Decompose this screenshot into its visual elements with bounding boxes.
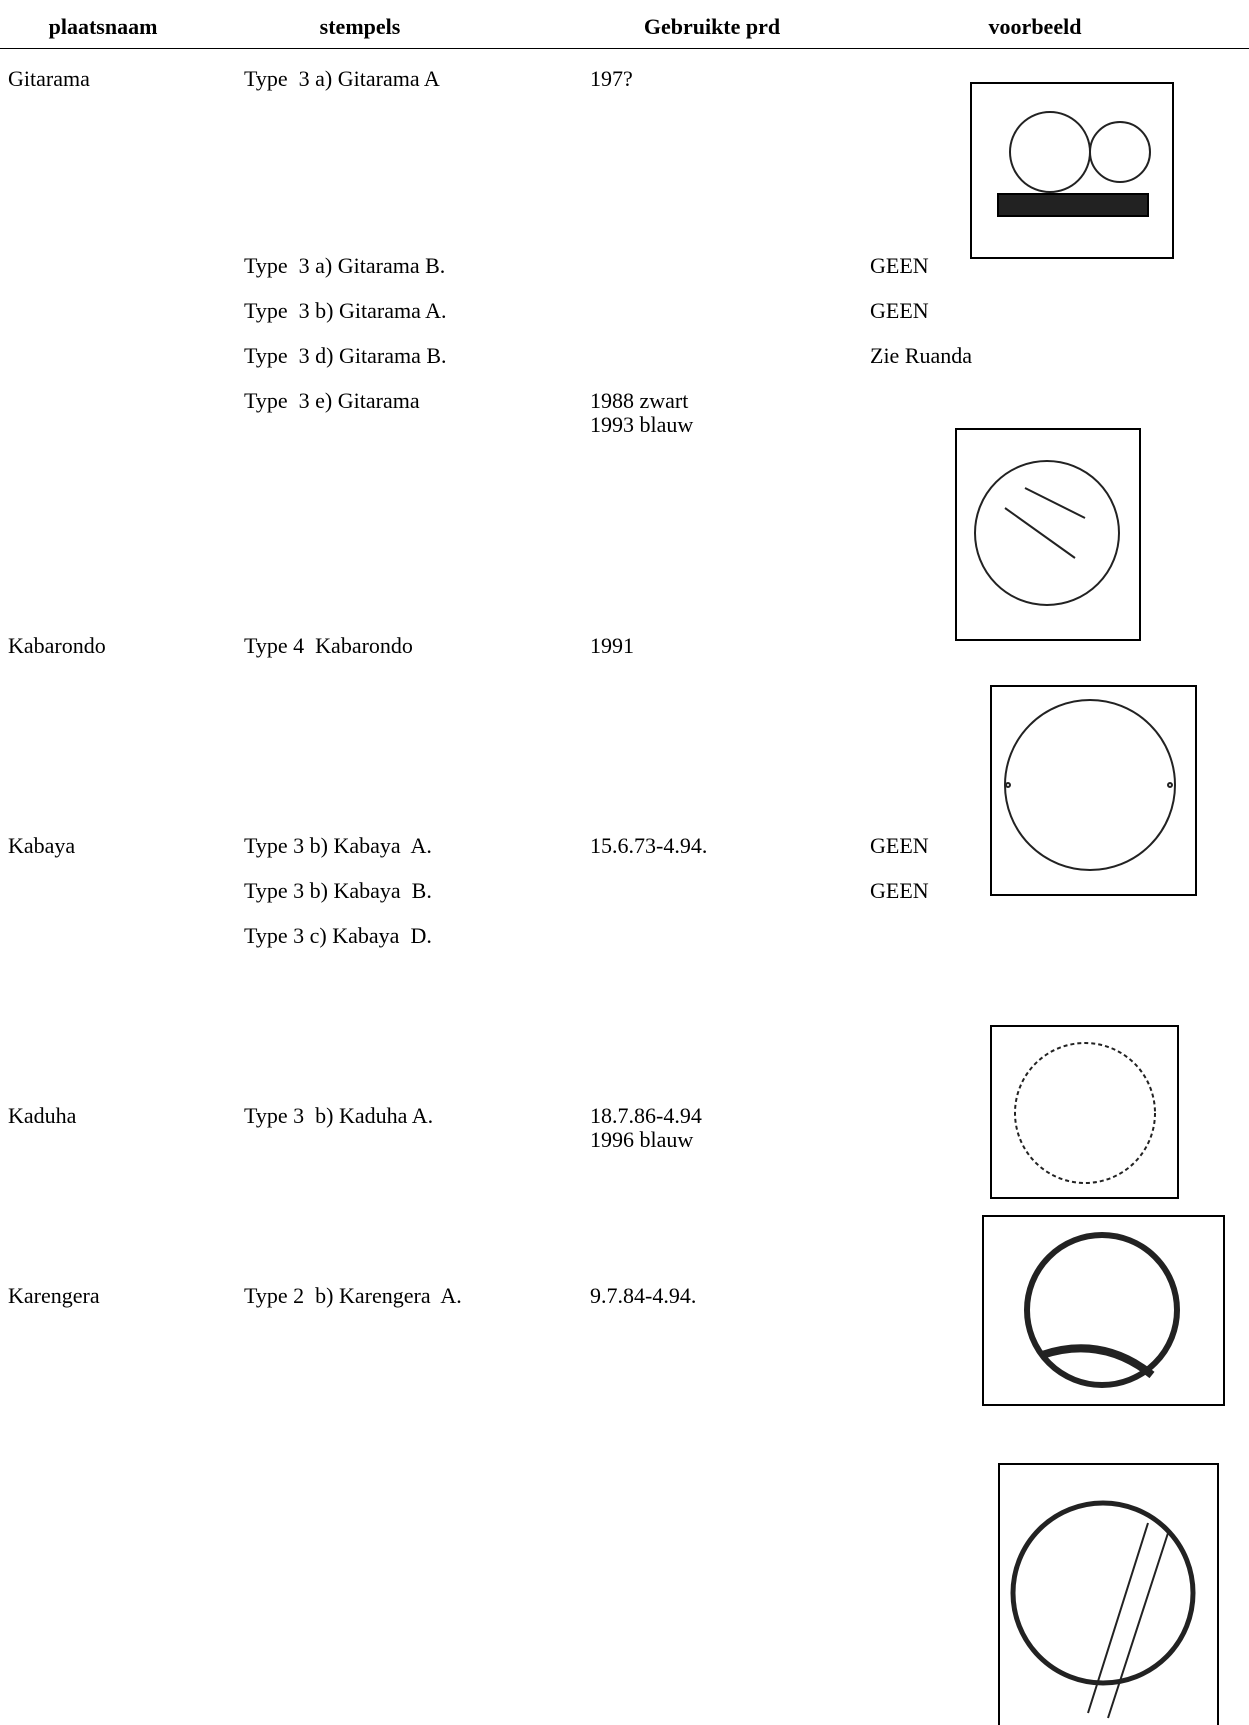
header-rule — [0, 48, 1249, 49]
stamp-type: Type 4 Kabarondo — [244, 633, 413, 658]
stamp-type: Type 3 a) Gitarama B. — [244, 253, 445, 278]
place-name: Gitarama — [8, 66, 90, 91]
place-name: Karengera — [8, 1283, 100, 1308]
stamp-image — [990, 685, 1198, 897]
example-note: GEEN — [870, 298, 929, 323]
period: 9.7.84-4.94. — [590, 1283, 696, 1308]
column-header: Gebruikte prd — [644, 14, 780, 40]
stamp-type: Type 3 b) Kabaya B. — [244, 878, 432, 903]
stamp-type: Type 3 c) Kabaya D. — [244, 923, 432, 948]
stamp-image — [998, 1463, 1220, 1725]
period: 1988 zwart — [590, 388, 688, 413]
column-header: stempels — [320, 14, 401, 40]
example-note: GEEN — [870, 878, 929, 903]
stamp-image — [970, 82, 1175, 260]
period: 1996 blauw — [590, 1127, 693, 1152]
stamp-type: Type 3 b) Gitarama A. — [244, 298, 447, 323]
period: 18.7.86-4.94 — [590, 1103, 702, 1128]
place-name: Kabaya — [8, 833, 75, 858]
place-name: Kabarondo — [8, 633, 106, 658]
period: 15.6.73-4.94. — [590, 833, 707, 858]
stamp-type: Type 3 e) Gitarama — [244, 388, 420, 413]
example-note: Zie Ruanda — [870, 343, 972, 368]
period: 197? — [590, 66, 633, 91]
example-note: GEEN — [870, 253, 929, 278]
stamp-type: Type 3 d) Gitarama B. — [244, 343, 447, 368]
stamp-type: Type 2 b) Karengera A. — [244, 1283, 462, 1308]
example-note: GEEN — [870, 833, 929, 858]
page: plaatsnaam stempels Gebruikte prd voorbe… — [0, 0, 1249, 1724]
column-header: voorbeeld — [989, 14, 1082, 40]
period: 1993 blauw — [590, 412, 693, 437]
column-header: plaatsnaam — [49, 14, 158, 40]
stamp-type: Type 3 a) Gitarama A — [244, 66, 440, 91]
stamp-image — [982, 1215, 1226, 1407]
stamp-image — [990, 1025, 1180, 1200]
place-name: Kaduha — [8, 1103, 76, 1128]
period: 1991 — [590, 633, 634, 658]
stamp-image — [955, 428, 1142, 642]
stamp-type: Type 3 b) Kabaya A. — [244, 833, 432, 858]
stamp-type: Type 3 b) Kaduha A. — [244, 1103, 433, 1128]
